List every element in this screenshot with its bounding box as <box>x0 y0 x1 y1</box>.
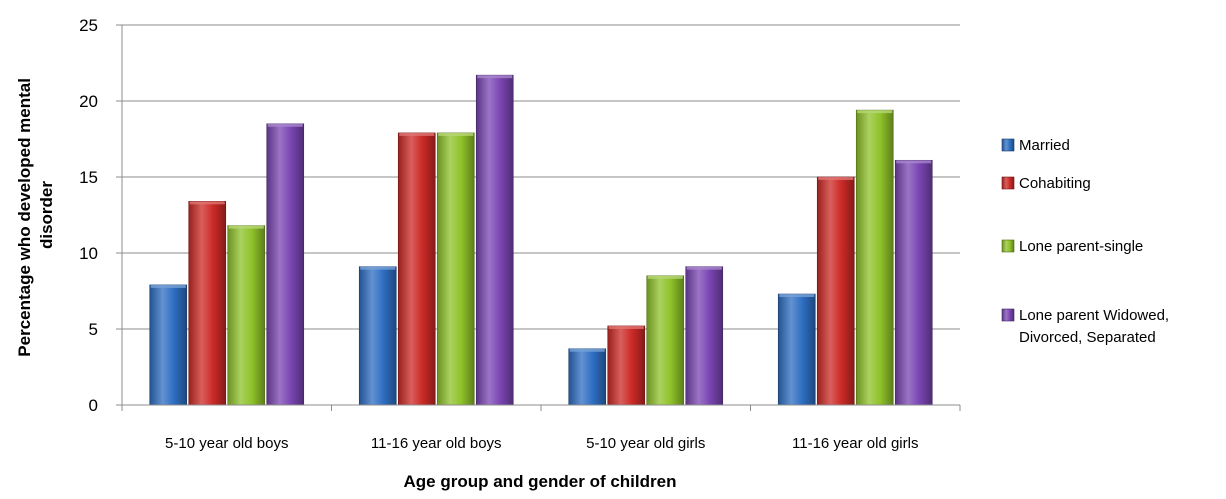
bar-married-1 <box>358 266 397 406</box>
bar-married-0 <box>149 284 188 406</box>
bar-top-highlight <box>438 132 474 136</box>
bar-top-highlight <box>399 132 435 136</box>
legend-swatch <box>1001 239 1015 253</box>
legend-label: Cohabiting <box>1019 175 1091 192</box>
legend-label: Lone parent-single <box>1019 238 1143 255</box>
bar-lone-parent-widowed-divorced-separated-3 <box>894 159 933 406</box>
bar-married-3 <box>777 293 816 406</box>
y-tick-label: 15 <box>79 168 98 187</box>
x-tick-label: 11-16 year old boys <box>371 435 502 452</box>
bar-lone-parent-widowed-divorced-separated-1 <box>475 74 514 406</box>
y-axis-title-line-2: disorder <box>37 181 56 249</box>
bar-lone-parent-single-1 <box>436 132 475 406</box>
bar-lone-parent-widowed-divorced-separated-0 <box>266 123 305 406</box>
bar-top-highlight <box>477 75 513 79</box>
bar-top-highlight <box>150 284 186 288</box>
axes: 0 5 10 15 20 25 5-10 year old boys 11-16 year o… <box>79 16 961 452</box>
bar-top-highlight <box>360 266 396 270</box>
legend-label: Married <box>1019 137 1070 154</box>
bar-lone-parent-single-0 <box>227 225 266 406</box>
bar-top-highlight <box>686 266 722 270</box>
bar-top-highlight <box>896 160 932 164</box>
bar-cohabiting-0 <box>188 201 227 406</box>
legend-swatch <box>1001 176 1015 190</box>
y-tick-label: 10 <box>79 244 98 263</box>
bar-cohabiting-1 <box>397 132 436 406</box>
x-tick-label: 5-10 year old girls <box>586 435 705 452</box>
y-tick-label: 0 <box>89 396 98 415</box>
bar-top-highlight <box>857 110 893 114</box>
y-tick-label: 25 <box>79 16 98 35</box>
bar-married-2 <box>568 348 607 406</box>
legend-swatch <box>1001 138 1015 152</box>
bar-top-highlight <box>189 201 225 205</box>
y-axis-title-line-1: Percentage who developed mental <box>15 78 34 357</box>
bar-lone-parent-single-2 <box>646 275 685 406</box>
legend: Married Cohabiting Lone parent-single Lone … <box>1001 137 1169 346</box>
y-tick-label: 5 <box>89 320 98 339</box>
legend-swatch <box>1001 308 1015 322</box>
bar-top-highlight <box>647 275 683 279</box>
bar-lone-parent-widowed-divorced-separated-2 <box>685 266 724 406</box>
bar-cohabiting-2 <box>607 325 646 406</box>
bar-top-highlight <box>608 325 644 329</box>
bar-top-highlight <box>228 225 264 229</box>
bar-top-highlight <box>818 177 854 180</box>
x-tick-label: 11-16 year old girls <box>792 435 918 452</box>
bar-lone-parent-single-3 <box>855 109 894 406</box>
x-axis-title: Age group and gender of children <box>404 472 677 491</box>
bar-top-highlight <box>569 348 605 352</box>
legend-label: Lone parent Widowed, Divorced, Separated <box>1019 307 1169 346</box>
x-tick-label: 5-10 year old boys <box>165 435 288 452</box>
bar-cohabiting-3 <box>816 176 855 406</box>
y-tick-label: 20 <box>79 92 98 111</box>
bars <box>149 74 933 406</box>
bar-top-highlight <box>267 123 303 127</box>
bar-top-highlight <box>779 294 815 298</box>
y-axis-title: Percentage who developed mental disorder <box>15 73 56 356</box>
